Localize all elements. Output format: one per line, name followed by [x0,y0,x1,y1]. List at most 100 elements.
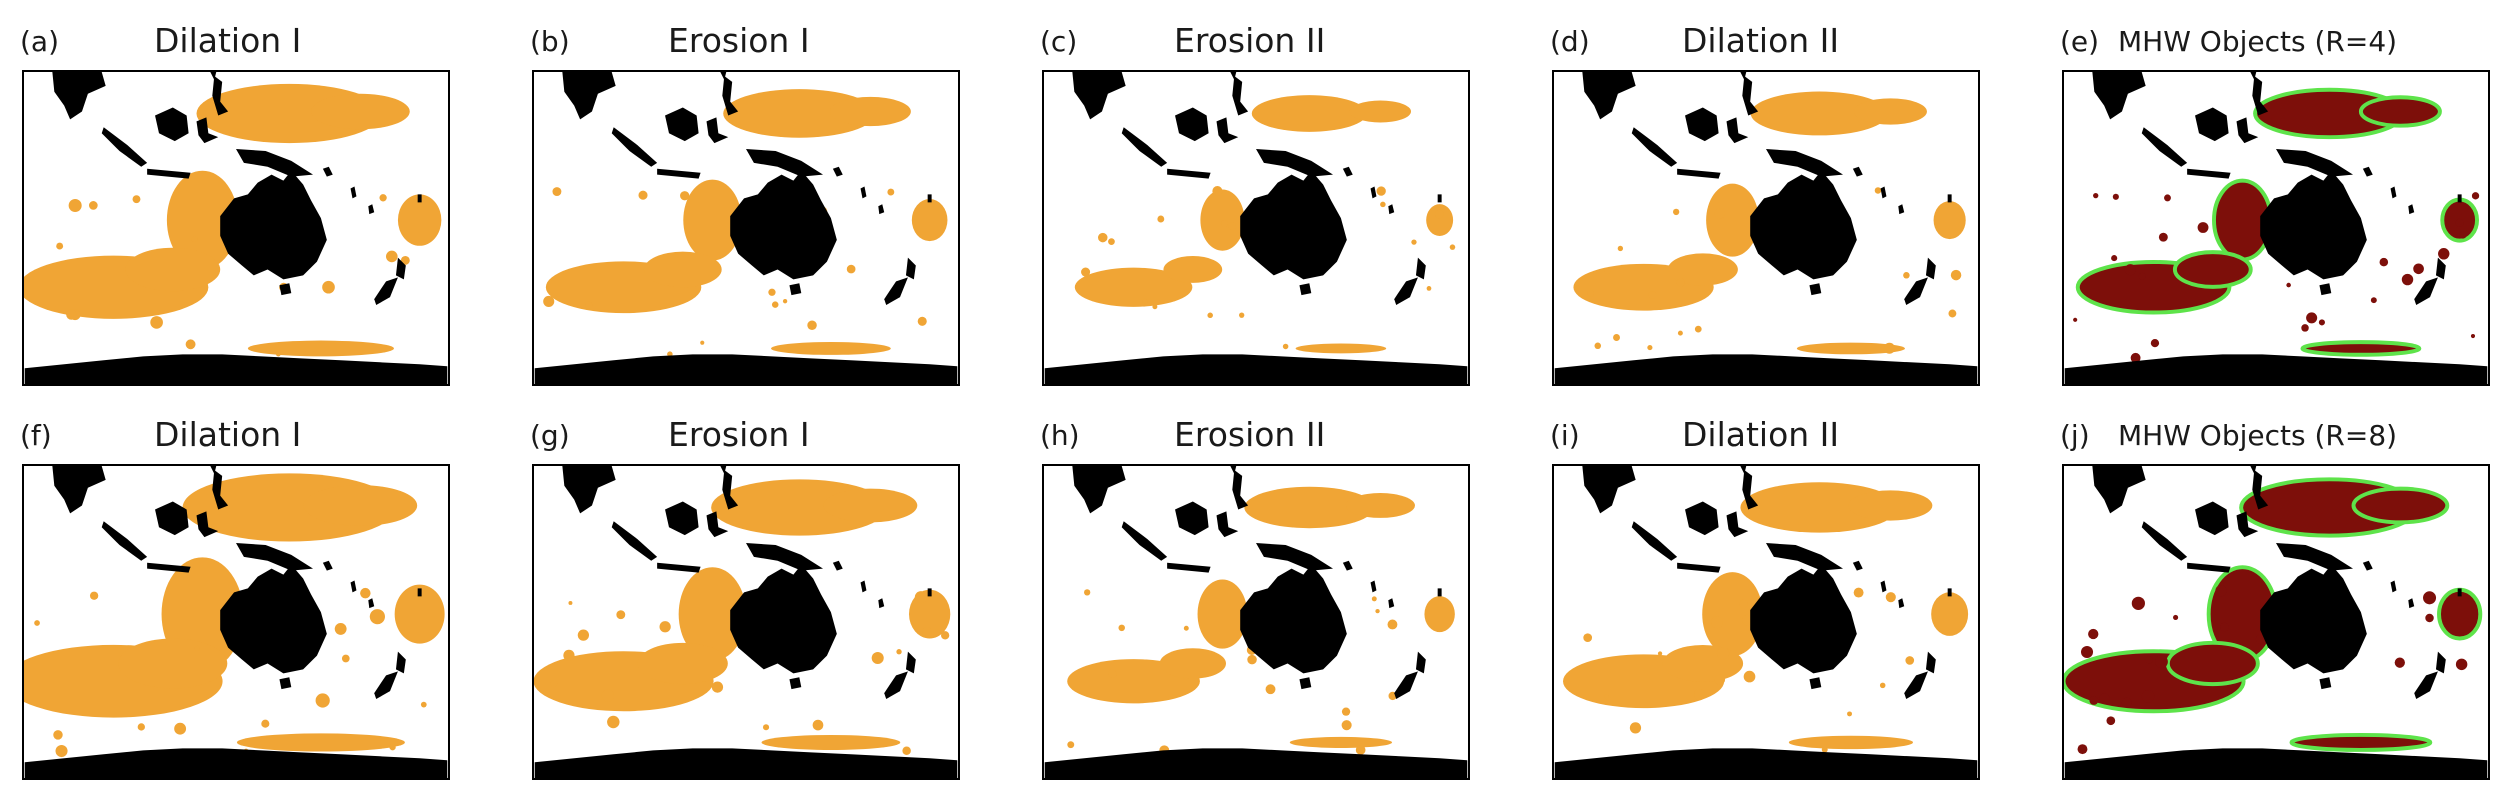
new-zealand-south [884,277,908,306]
anomaly-speckle [2073,317,2078,322]
anomaly-region-north [1244,486,1375,529]
panel-i: (i) Dilation II [1550,418,1980,780]
antarctica-landmass [24,354,448,384]
pacific-islands [322,166,422,215]
anomaly-speckle [1371,596,1377,602]
anomaly-region-north-east [303,485,418,526]
anomaly-speckle [360,587,371,599]
antarctica-landmass [534,354,958,384]
tasmania-landmass [279,677,292,690]
anomaly-region-west-central [683,179,742,261]
anomaly-speckle [1905,656,1915,665]
anomaly-speckle [577,629,590,641]
anomaly-speckle [385,250,398,263]
anomaly-speckle [1716,647,1730,660]
anomaly-region-north [723,89,876,138]
anomaly-speckle [1387,619,1398,630]
anomaly-speckle [1739,599,1748,609]
anomaly-speckle [1084,589,1091,596]
anomaly-speckle [2131,596,2145,610]
anomaly-speckle [1247,654,1257,665]
anomaly-speckle [1694,325,1702,333]
anomaly-speckle [1265,684,1276,695]
borneo-landmass [2195,501,2229,536]
new-zealand-north [1925,651,1936,674]
anomaly-speckle [88,201,98,210]
anomaly-speckle [400,255,410,265]
anomaly-speckle [89,591,99,600]
anomaly-region-south-band [247,340,394,357]
anomaly-speckle [2150,338,2160,348]
java-landmass [657,562,701,573]
map-svg [1044,466,1468,778]
anomaly-speckle [2455,218,2464,227]
southeast-asia-landmass [2092,466,2146,514]
anomaly-speckle [1647,345,1653,351]
anomaly-region-south-west [125,247,221,292]
new-zealand-north [905,257,916,280]
java-landmass [1167,168,1211,179]
philippines-landmass [1232,75,1249,116]
panel-d: (d) Dilation II [1550,24,1980,386]
new-zealand-north [1925,257,1936,280]
antarctica-landmass [2064,748,2488,778]
anomaly-speckle [680,191,690,201]
antarctica-landmass [534,748,958,778]
anomaly-speckle [1212,186,1223,197]
java-landmass [1677,562,1721,573]
panel-e: (e) MHW Objects (R=4) [2060,28,2490,386]
anomaly-speckle [1341,707,1351,716]
anomaly-speckle [1108,238,1115,245]
new-guinea-landmass [746,543,824,571]
panel-label: (b) [530,25,570,58]
philippines-landmass [722,469,739,510]
panel-h: (h) Erosion II [1040,418,1470,780]
anomaly-speckle [1282,343,1289,350]
panel-title: Dilation II [1682,21,1840,60]
anomaly-speckle [315,693,330,708]
anomaly-speckle [2459,231,2467,239]
anomaly-speckle [846,264,856,274]
southeast-asia-landmass [1072,72,1126,120]
anomaly-speckle [2164,194,2171,202]
anomaly-speckle [2112,193,2119,200]
panel-label: (f) [20,419,52,452]
anomaly-region-east [1931,592,1969,636]
tasmania-landmass [789,677,802,690]
anomaly-speckle [771,301,779,308]
sumatra-landmass [101,521,148,561]
anomaly-speckle [420,701,427,708]
anomaly-speckle [1587,289,1595,297]
philippines-landmass [1742,469,1759,510]
new-zealand-north [395,651,406,674]
anomaly-speckle [1239,312,1245,318]
southeast-asia-landmass [562,466,616,514]
map-frame [1042,70,1470,386]
map-frame [1042,464,1470,780]
anomaly-speckle [616,610,626,620]
sumatra-landmass [2141,521,2188,561]
sulawesi-landmass [706,117,729,144]
anomaly-speckle [2220,622,2229,632]
new-zealand-south [2414,277,2438,306]
anomaly-region-north [1251,95,1367,132]
anomaly-region-east [2437,587,2483,641]
anomaly-speckle [2413,263,2424,275]
anomaly-speckle [1380,201,1386,208]
anomaly-speckle [2155,655,2168,669]
anomaly-region-south-band [2300,340,2422,357]
australia-landmass [1240,170,1347,280]
anomaly-region-north-east [1848,490,1933,521]
borneo-landmass [155,501,189,536]
australia-landmass [220,564,327,674]
anomaly-speckle [53,730,63,740]
anomaly-speckle [322,280,335,294]
anomaly-speckle [1157,215,1165,223]
new-guinea-landmass [236,543,314,571]
sulawesi-landmass [196,511,219,538]
anomaly-speckle [1152,304,1158,310]
australia-landmass [730,170,837,280]
panel-j: (j) MHW Objects (R=8) [2060,422,2490,780]
anomaly-speckle [1903,272,1910,279]
anomaly-speckle [1107,669,1117,678]
